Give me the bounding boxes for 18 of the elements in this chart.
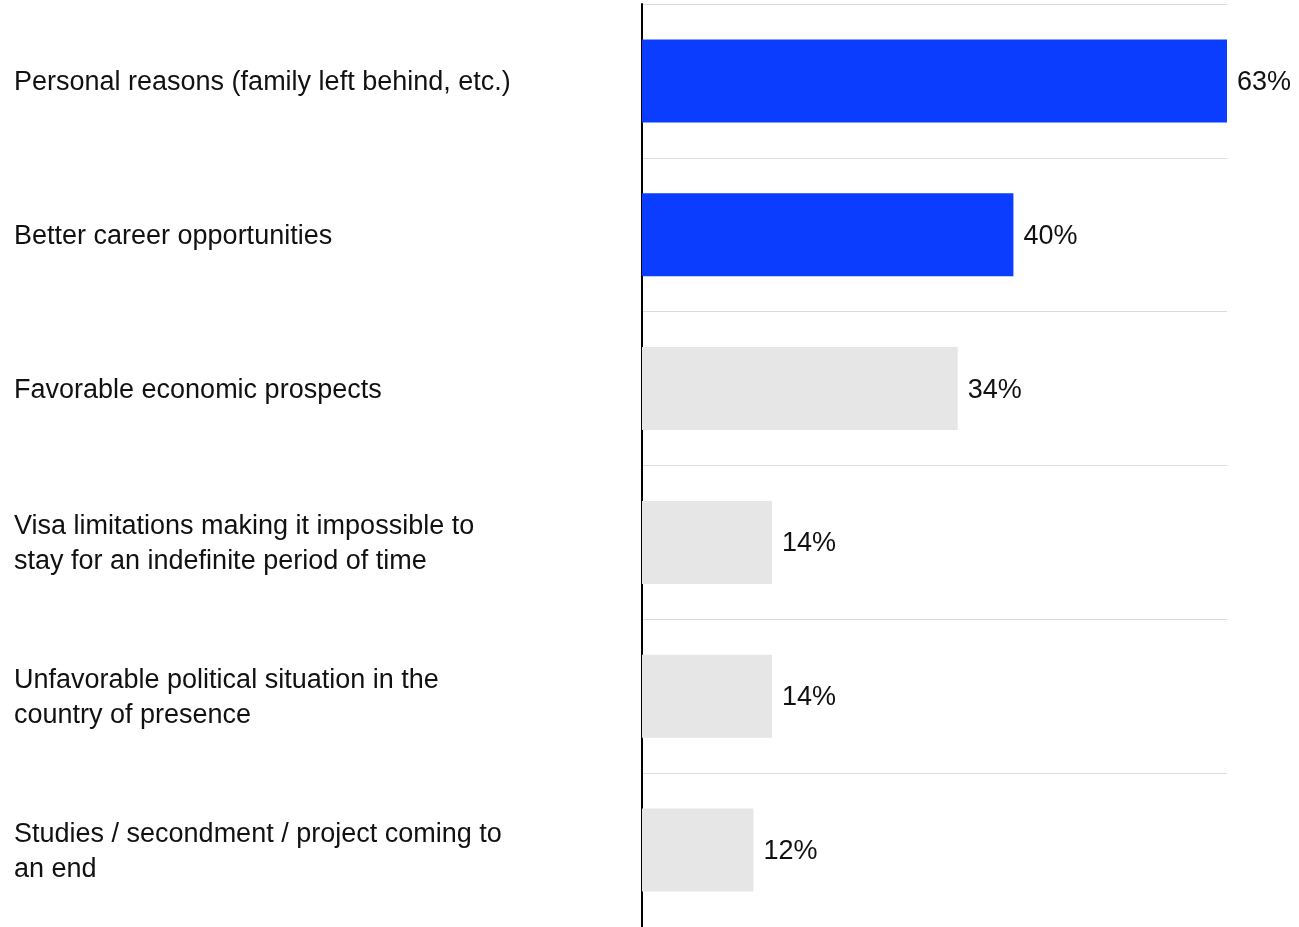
data-label: 34% [967,373,1022,404]
bar [642,500,772,584]
data-label: 14% [782,527,837,558]
data-label: 63% [1237,65,1292,96]
bar [642,808,754,892]
y-tick-label: Personal reasons (family left behind, etc.) [14,65,511,96]
y-tick-label: Unfavorable political situation in the country of presence [14,663,447,729]
y-tick-label: Visa limitations making it impossible to stay for an indefinite period of time [14,509,482,575]
y-tick-label: Better career opportunities [14,219,333,250]
bar [642,39,1227,123]
bar [642,654,772,738]
y-tick-label: Studies / secondment / project coming to an end [14,817,510,883]
bar [642,193,1014,277]
data-label: 12% [763,835,818,866]
bar [642,347,958,431]
data-label: 40% [1023,219,1078,250]
data-label: 14% [782,681,837,712]
y-tick-label: Favorable economic prospects [14,373,382,404]
